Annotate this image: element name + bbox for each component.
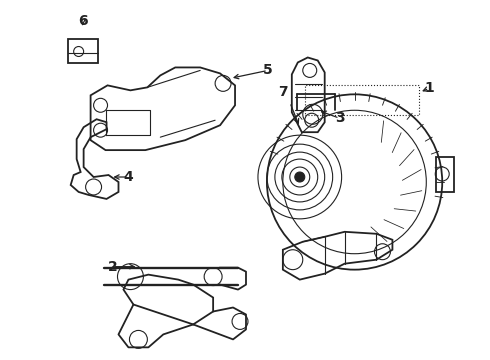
Text: 1: 1: [424, 81, 434, 95]
Text: 6: 6: [78, 14, 87, 28]
Text: 2: 2: [108, 260, 118, 274]
Text: 7: 7: [278, 85, 288, 99]
Text: 4: 4: [123, 170, 133, 184]
Text: 3: 3: [335, 111, 344, 125]
Circle shape: [295, 172, 305, 182]
Bar: [68, 39, 98, 63]
Text: 5: 5: [263, 63, 273, 77]
